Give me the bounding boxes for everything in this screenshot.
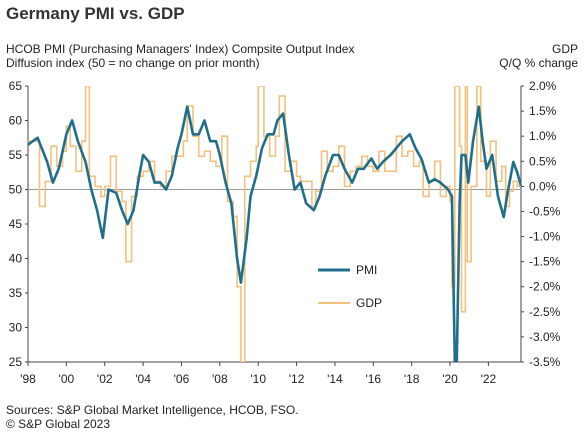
source-note: Sources: S&P Global Market Intelligence,… xyxy=(6,403,299,417)
x-tick-label: '00 xyxy=(59,372,75,386)
left-tick-label: 65 xyxy=(9,79,23,93)
pmi-series-line xyxy=(28,105,521,362)
chart-subtitle-line2: Diffusion index (50 = no change on prior… xyxy=(6,56,260,70)
left-tick-label: 55 xyxy=(9,148,23,162)
left-tick-label: 45 xyxy=(9,217,23,231)
x-tick-label: '20 xyxy=(442,372,458,386)
right-tick-label: 0.0% xyxy=(529,179,557,193)
x-tick-label: '08 xyxy=(212,372,228,386)
left-tick-label: 35 xyxy=(9,286,23,300)
x-tick-label: '02 xyxy=(97,372,113,386)
left-tick-label: 40 xyxy=(9,252,23,266)
right-axis-title-line1: GDP xyxy=(551,42,578,56)
right-tick-label: -2.5% xyxy=(529,305,561,319)
copyright-note: © S&P Global 2023 xyxy=(6,417,111,431)
right-tick-label: -0.5% xyxy=(529,204,561,218)
x-tick-label: '16 xyxy=(365,372,381,386)
x-tick-label: '06 xyxy=(174,372,190,386)
right-tick-label: -3.0% xyxy=(529,330,561,344)
right-tick-label: 1.0% xyxy=(529,129,557,143)
chart-title: Germany PMI vs. GDP xyxy=(6,4,185,23)
chart-subtitle-line1: HCOB PMI (Purchasing Managers' Index) Co… xyxy=(6,42,355,56)
left-tick-label: 50 xyxy=(9,183,23,197)
right-axis-title-line2: Q/Q % change xyxy=(499,56,578,70)
right-tick-label: 0.5% xyxy=(529,154,557,168)
x-tick-label: '22 xyxy=(481,372,497,386)
x-tick-label: '98 xyxy=(20,372,36,386)
right-tick-label: 2.0% xyxy=(529,79,557,93)
legend-pmi-label: PMI xyxy=(356,263,377,277)
right-tick-label: 1.5% xyxy=(529,104,557,118)
gdp-series-line xyxy=(28,86,521,362)
right-tick-label: -2.0% xyxy=(529,280,561,294)
x-tick-label: '12 xyxy=(289,372,305,386)
x-tick-label: '04 xyxy=(135,372,151,386)
x-tick-label: '18 xyxy=(404,372,420,386)
left-tick-label: 25 xyxy=(9,355,23,369)
right-tick-label: -1.5% xyxy=(529,255,561,269)
right-tick-label: -1.0% xyxy=(529,230,561,244)
x-tick-label: '14 xyxy=(327,372,343,386)
x-tick-label: '10 xyxy=(250,372,266,386)
legend-gdp-label: GDP xyxy=(356,296,382,310)
right-tick-label: -3.5% xyxy=(529,355,561,369)
left-tick-label: 60 xyxy=(9,114,23,128)
left-tick-label: 30 xyxy=(9,321,23,335)
